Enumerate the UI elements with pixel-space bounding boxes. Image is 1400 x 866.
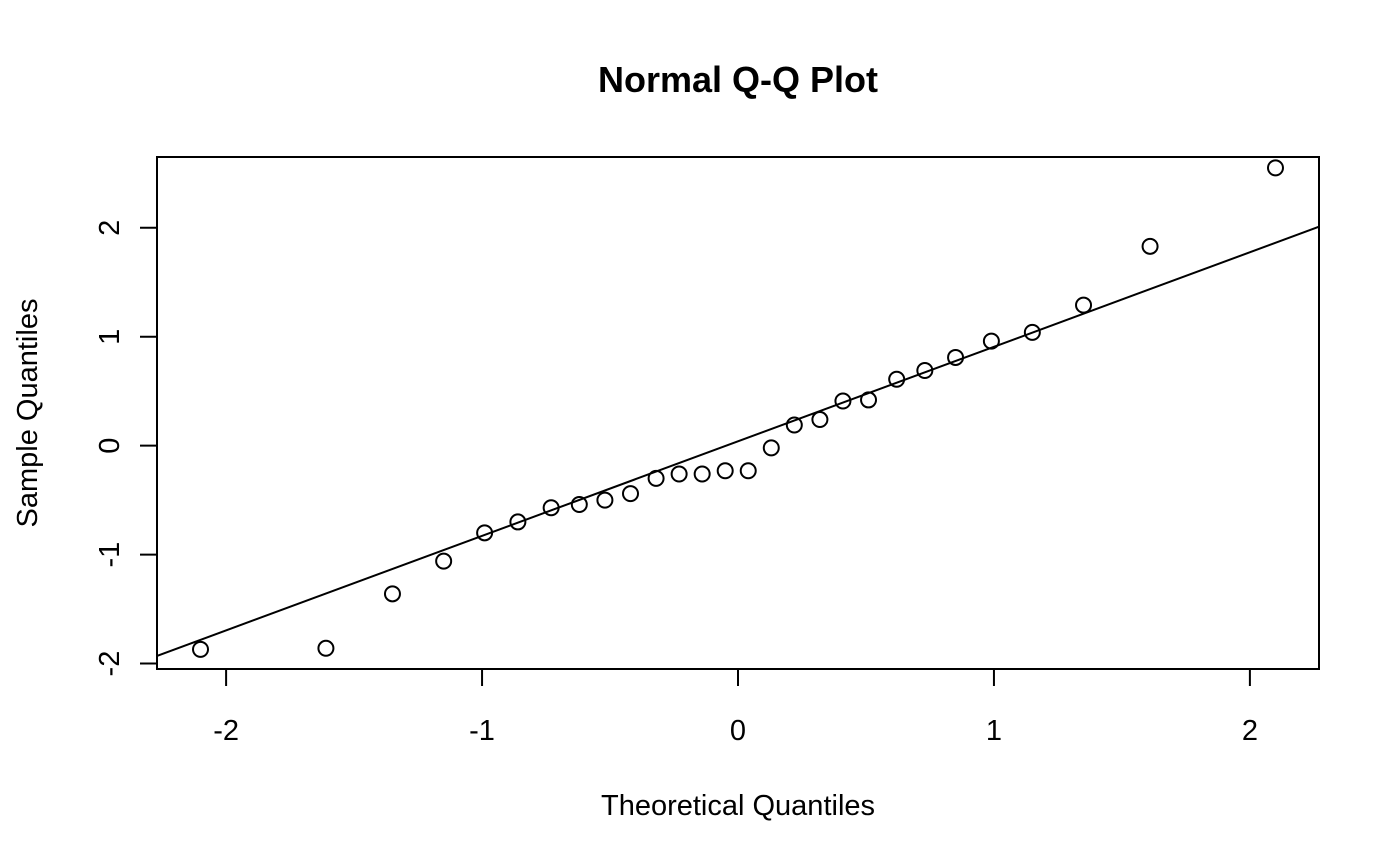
data-point: [317, 639, 335, 657]
data-point: [947, 348, 965, 366]
x-tick-label: -2: [213, 715, 239, 747]
data-point: [834, 392, 852, 410]
data-point: [435, 552, 453, 570]
y-tick-label: -1: [94, 542, 126, 568]
data-point: [1266, 159, 1284, 177]
data-point: [811, 411, 829, 429]
data-point: [693, 465, 711, 483]
data-point: [888, 370, 906, 388]
points-layer: [192, 159, 1284, 658]
reference-line-layer: [156, 225, 1320, 657]
qq-reference-line: [156, 225, 1320, 657]
data-point: [739, 462, 757, 480]
data-point: [916, 362, 934, 380]
data-point: [982, 332, 1000, 350]
data-point: [860, 391, 878, 409]
data-point: [670, 465, 688, 483]
data-point: [570, 496, 588, 514]
x-tick-label: -1: [469, 715, 495, 747]
x-axis-title: Theoretical Quantiles: [601, 790, 875, 822]
x-tick-label: 2: [1242, 715, 1258, 747]
data-point: [383, 585, 401, 603]
y-tick-label: 1: [94, 329, 126, 345]
x-tick-label: 0: [730, 715, 746, 747]
data-point: [1023, 323, 1041, 341]
data-point: [716, 462, 734, 480]
y-tick-label: -2: [94, 651, 126, 677]
x-tick-label: 1: [986, 715, 1002, 747]
data-point: [509, 513, 527, 531]
chart-title: Normal Q-Q Plot: [598, 59, 878, 100]
data-point: [192, 640, 210, 658]
y-tick-label: 2: [94, 220, 126, 236]
data-point: [785, 416, 803, 434]
data-point: [1075, 296, 1093, 314]
y-axis-title: Sample Quantiles: [12, 299, 44, 528]
x-axis: -2 -1 0 1 2: [213, 668, 1258, 747]
data-point: [1141, 237, 1159, 255]
y-axis: -2 -1 0 1 2: [94, 220, 158, 677]
data-point: [596, 491, 614, 509]
data-point: [762, 439, 780, 457]
data-point: [647, 469, 665, 487]
data-point: [622, 485, 640, 503]
y-tick-label: 0: [94, 438, 126, 454]
data-point: [542, 499, 560, 517]
data-point: [476, 524, 494, 542]
